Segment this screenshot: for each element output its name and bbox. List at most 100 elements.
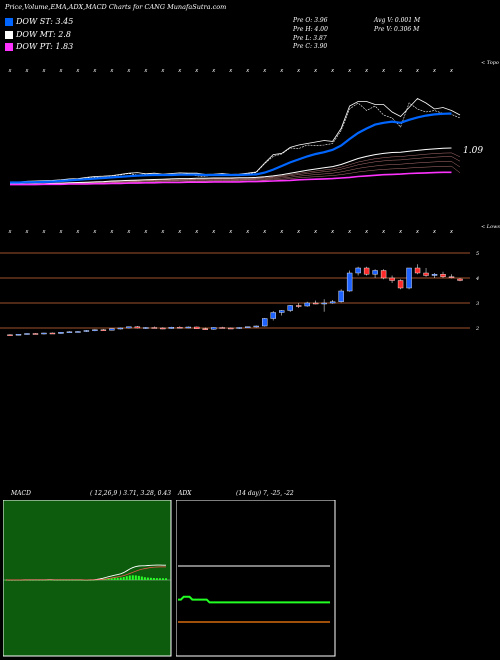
macd-histogram-bar (44, 579, 47, 581)
adx-title: ADX (178, 490, 192, 497)
candle-body (75, 331, 81, 333)
candle-body (83, 330, 90, 332)
legend-dow-pt: DOW PT: 1.83 (5, 42, 73, 52)
low-marker: x (41, 229, 45, 235)
candle-body (304, 302, 310, 307)
candle-body (440, 274, 446, 277)
low-marker: x (245, 229, 249, 235)
top-marker: x (211, 68, 215, 74)
low-marker: x (177, 229, 181, 235)
low-marker: x (143, 229, 147, 235)
top-marker: x (143, 68, 147, 74)
top-marker: x (296, 68, 300, 74)
ema-line-st (10, 112, 452, 184)
macd-histogram-bar (155, 578, 158, 580)
macd-histogram-bar (128, 575, 131, 580)
macd-histogram-bar (71, 580, 74, 581)
adx-panel-bg (176, 500, 336, 657)
candle-body (58, 332, 64, 334)
macd-histogram-bar (119, 577, 122, 580)
low-marker: x (449, 229, 453, 235)
ema-line-pt (10, 171, 452, 186)
candle-body (109, 328, 115, 331)
macd-histogram-bar (89, 580, 92, 581)
low-marker: x (381, 229, 385, 235)
candle-body (100, 329, 107, 331)
macd-histogram-bar (77, 580, 80, 581)
chart-title: Price,Volume,EMA,ADX,MACD Charts for CAN… (5, 3, 227, 11)
low-marker: x (24, 229, 28, 235)
macd-histogram-bar (47, 579, 50, 581)
avg-volume: Avg V: 0.001 M (374, 17, 421, 24)
candle-body (457, 278, 463, 281)
top-marker: x (160, 68, 164, 74)
candle-body (431, 274, 438, 276)
macd-histogram-bar (62, 580, 65, 581)
macd-histogram-bar (161, 578, 164, 580)
ema-price-high-line (9, 98, 461, 183)
candle-body (287, 305, 293, 311)
low-marker: x (415, 229, 419, 235)
macd-histogram-bar (92, 579, 95, 581)
macd-histogram-bar (152, 578, 155, 580)
macd-histogram-bar (122, 577, 125, 580)
low-marker: x (279, 229, 283, 235)
top-marker: x (58, 68, 62, 74)
macd-chart (3, 500, 172, 657)
top-marker: x (313, 68, 317, 74)
candle-body (253, 325, 259, 328)
top-marker: x (8, 68, 12, 74)
candle-body (262, 318, 268, 327)
legend-dow-st: DOW ST: 3.45 (5, 17, 73, 27)
low-marker: x (296, 229, 300, 235)
candle-body (41, 332, 47, 335)
adx-plus-di-line (178, 595, 330, 604)
low-marker: x (432, 229, 436, 235)
low-marker: x (398, 229, 402, 235)
macd-histogram-bar (134, 575, 137, 580)
low-marker: x (58, 229, 62, 235)
top-marker: x (381, 68, 385, 74)
candle-body (363, 267, 370, 275)
candle-body (202, 328, 208, 330)
top-marker: x (228, 68, 232, 74)
candle-body (32, 333, 39, 335)
price-ema-chart: 5 4 3 2 x x x x x x x x x x x x x x x x x x x x x x x x x x x x x x x x x x x x… (0, 68, 479, 336)
candle-body (49, 332, 56, 335)
macd-histogram-bar (68, 580, 71, 581)
candle-body (270, 312, 276, 319)
macd-title: MACD (11, 490, 31, 497)
top-marker: x (262, 68, 266, 74)
macd-panel-bg (3, 500, 172, 657)
macd-histogram-bar (149, 577, 152, 580)
low-marker: x (92, 229, 96, 235)
top-marker: x (432, 68, 436, 74)
candle-body (134, 326, 141, 329)
candle-body (160, 327, 166, 330)
ema-line-mt (10, 147, 452, 185)
candle-body (245, 326, 251, 328)
low-marker: x (347, 229, 351, 235)
macd-histogram-bar (113, 577, 116, 580)
macd-histogram-bar (165, 578, 167, 580)
candle-body (236, 327, 242, 329)
macd-params: ( 12,26,9 ) 3.71, 3.28, 0.43 (90, 490, 172, 497)
low-marker: x (330, 229, 334, 235)
low-marker: x (126, 229, 130, 235)
candle-body (92, 329, 98, 331)
top-marker: x (449, 68, 453, 74)
candle-body (24, 333, 30, 335)
candle-body (346, 272, 353, 292)
top-marker: x (126, 68, 130, 74)
macd-histogram-bar (41, 579, 44, 581)
macd-histogram-bar (140, 576, 143, 580)
legend-swatch-pt (5, 43, 13, 51)
candle-body (219, 327, 225, 329)
top-marker: x (347, 68, 351, 74)
top-marker: x (415, 68, 419, 74)
price-corner-label: < Lows (481, 224, 500, 230)
macd-histogram-bar (23, 579, 26, 581)
top-marker: x (75, 68, 79, 74)
candle-body (329, 301, 336, 304)
price-level-label: 3 (476, 301, 479, 307)
